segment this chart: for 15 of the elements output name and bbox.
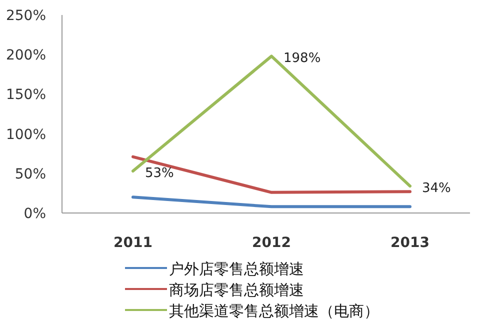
y-tick-label: 100% [6, 126, 46, 143]
y-tick-label: 0% [24, 206, 46, 222]
x-tick-label: 2012 [252, 235, 291, 251]
legend-label: 户外店零售总额增速 [169, 260, 304, 278]
data-label: 198% [284, 51, 321, 66]
y-tick-label: 50% [14, 166, 46, 182]
data-label: 53% [145, 166, 174, 182]
legend-label: 其他渠道零售总额增速（电商） [169, 302, 379, 320]
y-tick-label: 250% [6, 8, 46, 24]
legend-label: 商场店零售总额增速 [169, 281, 304, 299]
x-tick-label: 2011 [114, 235, 152, 251]
data-label: 34% [422, 181, 451, 196]
y-tick-label: 150% [6, 87, 46, 104]
y-tick-label: 200% [6, 48, 46, 64]
x-tick-label: 2013 [390, 235, 430, 251]
